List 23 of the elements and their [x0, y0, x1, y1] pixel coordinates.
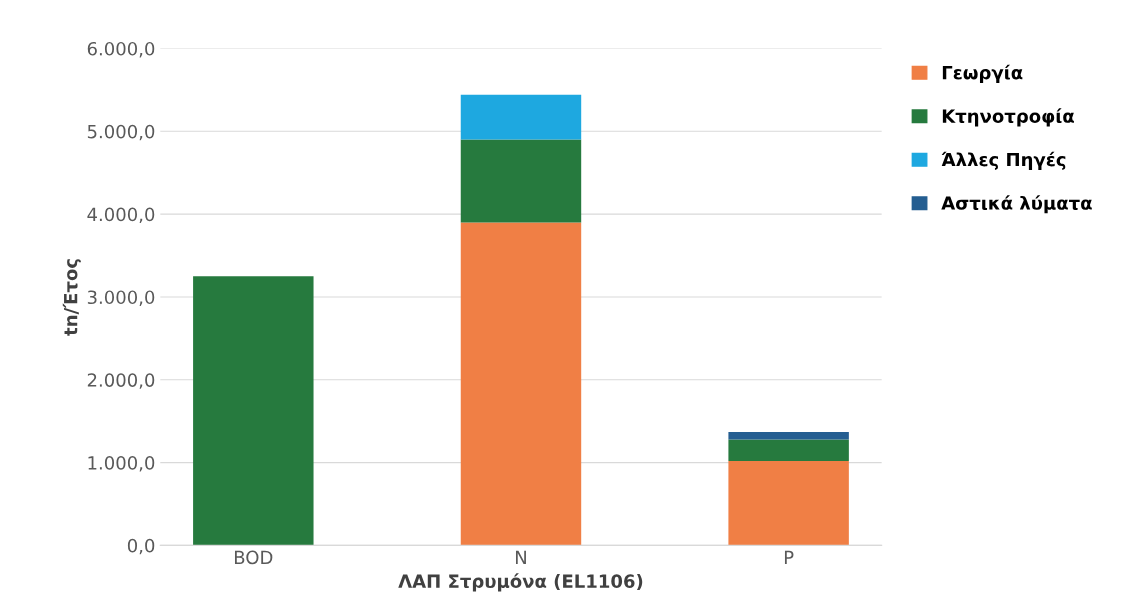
bar — [460, 222, 582, 546]
y-axis-title: tn/Έτος — [62, 259, 81, 336]
legend-label: Γεωργία — [942, 64, 1023, 83]
bar — [728, 439, 849, 461]
y-tick-label: 0,0 — [127, 538, 155, 555]
bar — [728, 460, 849, 546]
y-tick-label: 3.000,0 — [87, 290, 155, 306]
x-tick-label: BOD — [234, 550, 273, 565]
y-tick-label: 2.000,0 — [87, 373, 155, 389]
bar — [728, 431, 849, 440]
y-tick-label: 6.000,0 — [87, 41, 155, 58]
bar — [193, 276, 314, 546]
bar — [460, 139, 582, 223]
x-tick-label: P — [784, 550, 794, 564]
x-axis-title: ΛΑΠ Στρυμόνα (EL1106) — [398, 573, 643, 592]
legend-label: Αστικά λύματα — [941, 195, 1092, 214]
legend-label: Άλλες Πηγές — [941, 151, 1066, 170]
x-tick-label: N — [515, 550, 526, 564]
bar — [460, 94, 582, 140]
y-tick-label: 5.000,0 — [87, 124, 155, 141]
legend-label: Κτηνοτροφία — [942, 108, 1074, 127]
y-tick-label: 4.000,0 — [87, 207, 155, 224]
y-tick-label: 1.000,0 — [88, 456, 155, 472]
